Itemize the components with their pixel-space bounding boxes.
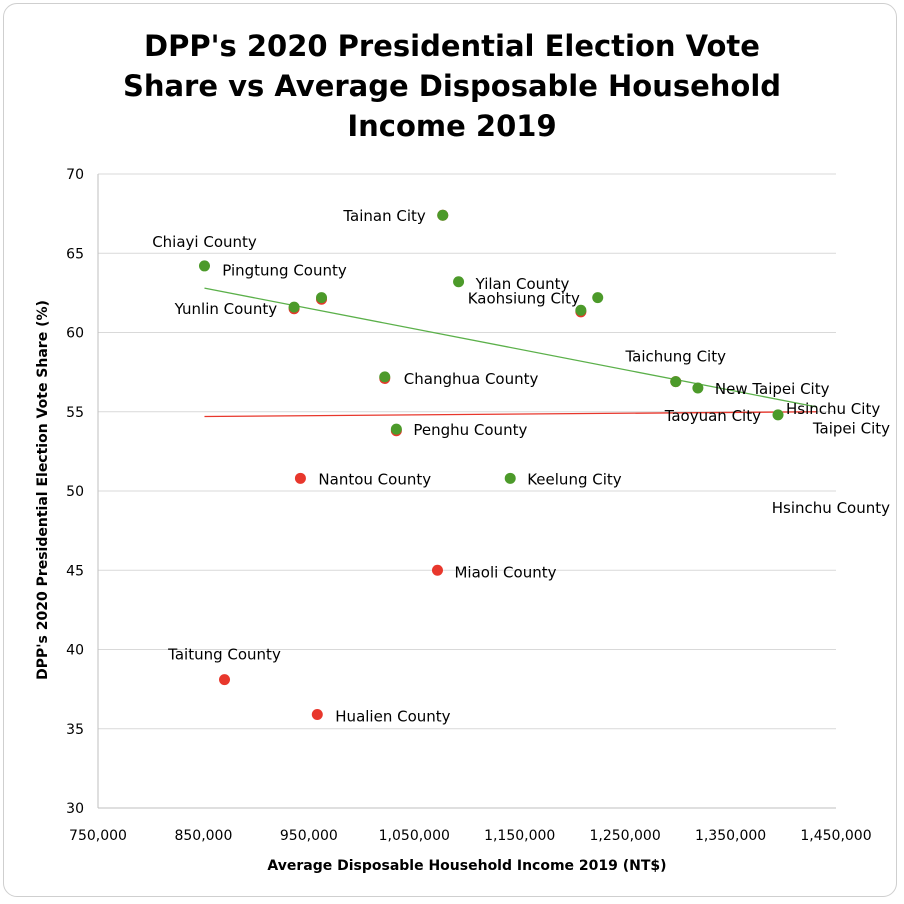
- point-label: Pingtung County: [222, 262, 347, 280]
- data-point-green: [198, 260, 210, 272]
- point-label: Penghu County: [413, 421, 527, 439]
- x-axis-title: Average Disposable Household Income 2019…: [267, 858, 666, 874]
- data-point-green: [670, 376, 682, 388]
- point-label: Hsinchu City: [786, 400, 880, 418]
- data-point-red: [311, 708, 323, 720]
- point-label: Taichung City: [624, 348, 726, 366]
- data-point-green: [316, 292, 328, 304]
- x-tick-label: 850,000: [174, 828, 232, 844]
- data-points: [198, 209, 784, 720]
- chart-title-line-2: Share vs Average Disposable Household: [122, 69, 782, 103]
- data-point-green: [288, 301, 300, 313]
- data-point-green: [504, 472, 516, 484]
- y-tick-label: 55: [66, 405, 84, 421]
- chart-title: DPP's 2020 Presidential Election Vote Sh…: [90, 26, 814, 146]
- data-point-green: [379, 371, 391, 383]
- data-point-red: [431, 564, 443, 576]
- chart-title-line-1: DPP's 2020 Presidential Election Vote: [144, 29, 760, 63]
- point-label: Yunlin County: [174, 300, 278, 318]
- data-point-green: [592, 292, 604, 304]
- point-label: Yilan County: [475, 275, 570, 293]
- point-label: New Taipei City: [715, 380, 830, 398]
- trendlines: [204, 287, 818, 418]
- x-tick-label: 1,050,000: [379, 828, 450, 844]
- data-point-green: [437, 209, 449, 221]
- point-label: Chiayi County: [152, 233, 257, 251]
- y-tick-label: 50: [66, 484, 84, 500]
- data-point-red: [294, 472, 306, 484]
- y-tick-label: 70: [66, 167, 84, 183]
- data-point-green: [453, 276, 465, 288]
- point-label: Changhua County: [404, 370, 539, 388]
- x-tick-label: 1,350,000: [695, 828, 766, 844]
- point-label: Taoyuan City: [664, 407, 761, 425]
- y-tick-label: 45: [66, 563, 84, 579]
- trendline-red: [204, 411, 818, 418]
- y-tick-label: 60: [66, 326, 84, 342]
- chart-title-line-3: Income 2019: [347, 109, 557, 143]
- chart-frame: [3, 3, 897, 897]
- point-label: Keelung City: [527, 470, 622, 488]
- x-tick-label: 1,150,000: [484, 828, 555, 844]
- y-tick-label: 30: [66, 801, 84, 817]
- y-axis-title: DPP's 2020 Presidential Election Vote Sh…: [35, 300, 51, 680]
- trendline-green: [204, 287, 818, 408]
- point-label: Taitung County: [167, 646, 281, 664]
- point-label: Hualien County: [335, 707, 450, 725]
- data-point-green: [575, 304, 587, 316]
- data-point-green: [692, 382, 704, 394]
- data-point-green: [772, 409, 784, 421]
- y-tick-label: 35: [66, 722, 84, 738]
- point-label: Nantou County: [318, 470, 431, 488]
- x-tick-label: 1,450,000: [800, 828, 871, 844]
- y-tick-label: 65: [66, 246, 84, 262]
- data-point-red: [219, 674, 231, 686]
- point-label: Hsinchu County: [772, 499, 890, 517]
- x-tick-label: 1,250,000: [590, 828, 661, 844]
- point-label: Tainan City: [342, 207, 426, 225]
- x-tick-label: 950,000: [280, 828, 338, 844]
- data-point-green: [390, 423, 402, 435]
- x-tick-label: 750,000: [69, 828, 127, 844]
- axes: 30 35 40 45 50 55 60 65 70 750,000 850,000 950,000 1…: [66, 167, 871, 844]
- y-tick-label: 40: [66, 643, 84, 659]
- point-labels: Tainan City Chiayi County Pingtung County Y…: [152, 207, 890, 725]
- point-label: Taipei City: [812, 420, 890, 438]
- point-label: Kaohsiung City: [468, 289, 580, 307]
- point-label: Miaoli County: [454, 563, 556, 581]
